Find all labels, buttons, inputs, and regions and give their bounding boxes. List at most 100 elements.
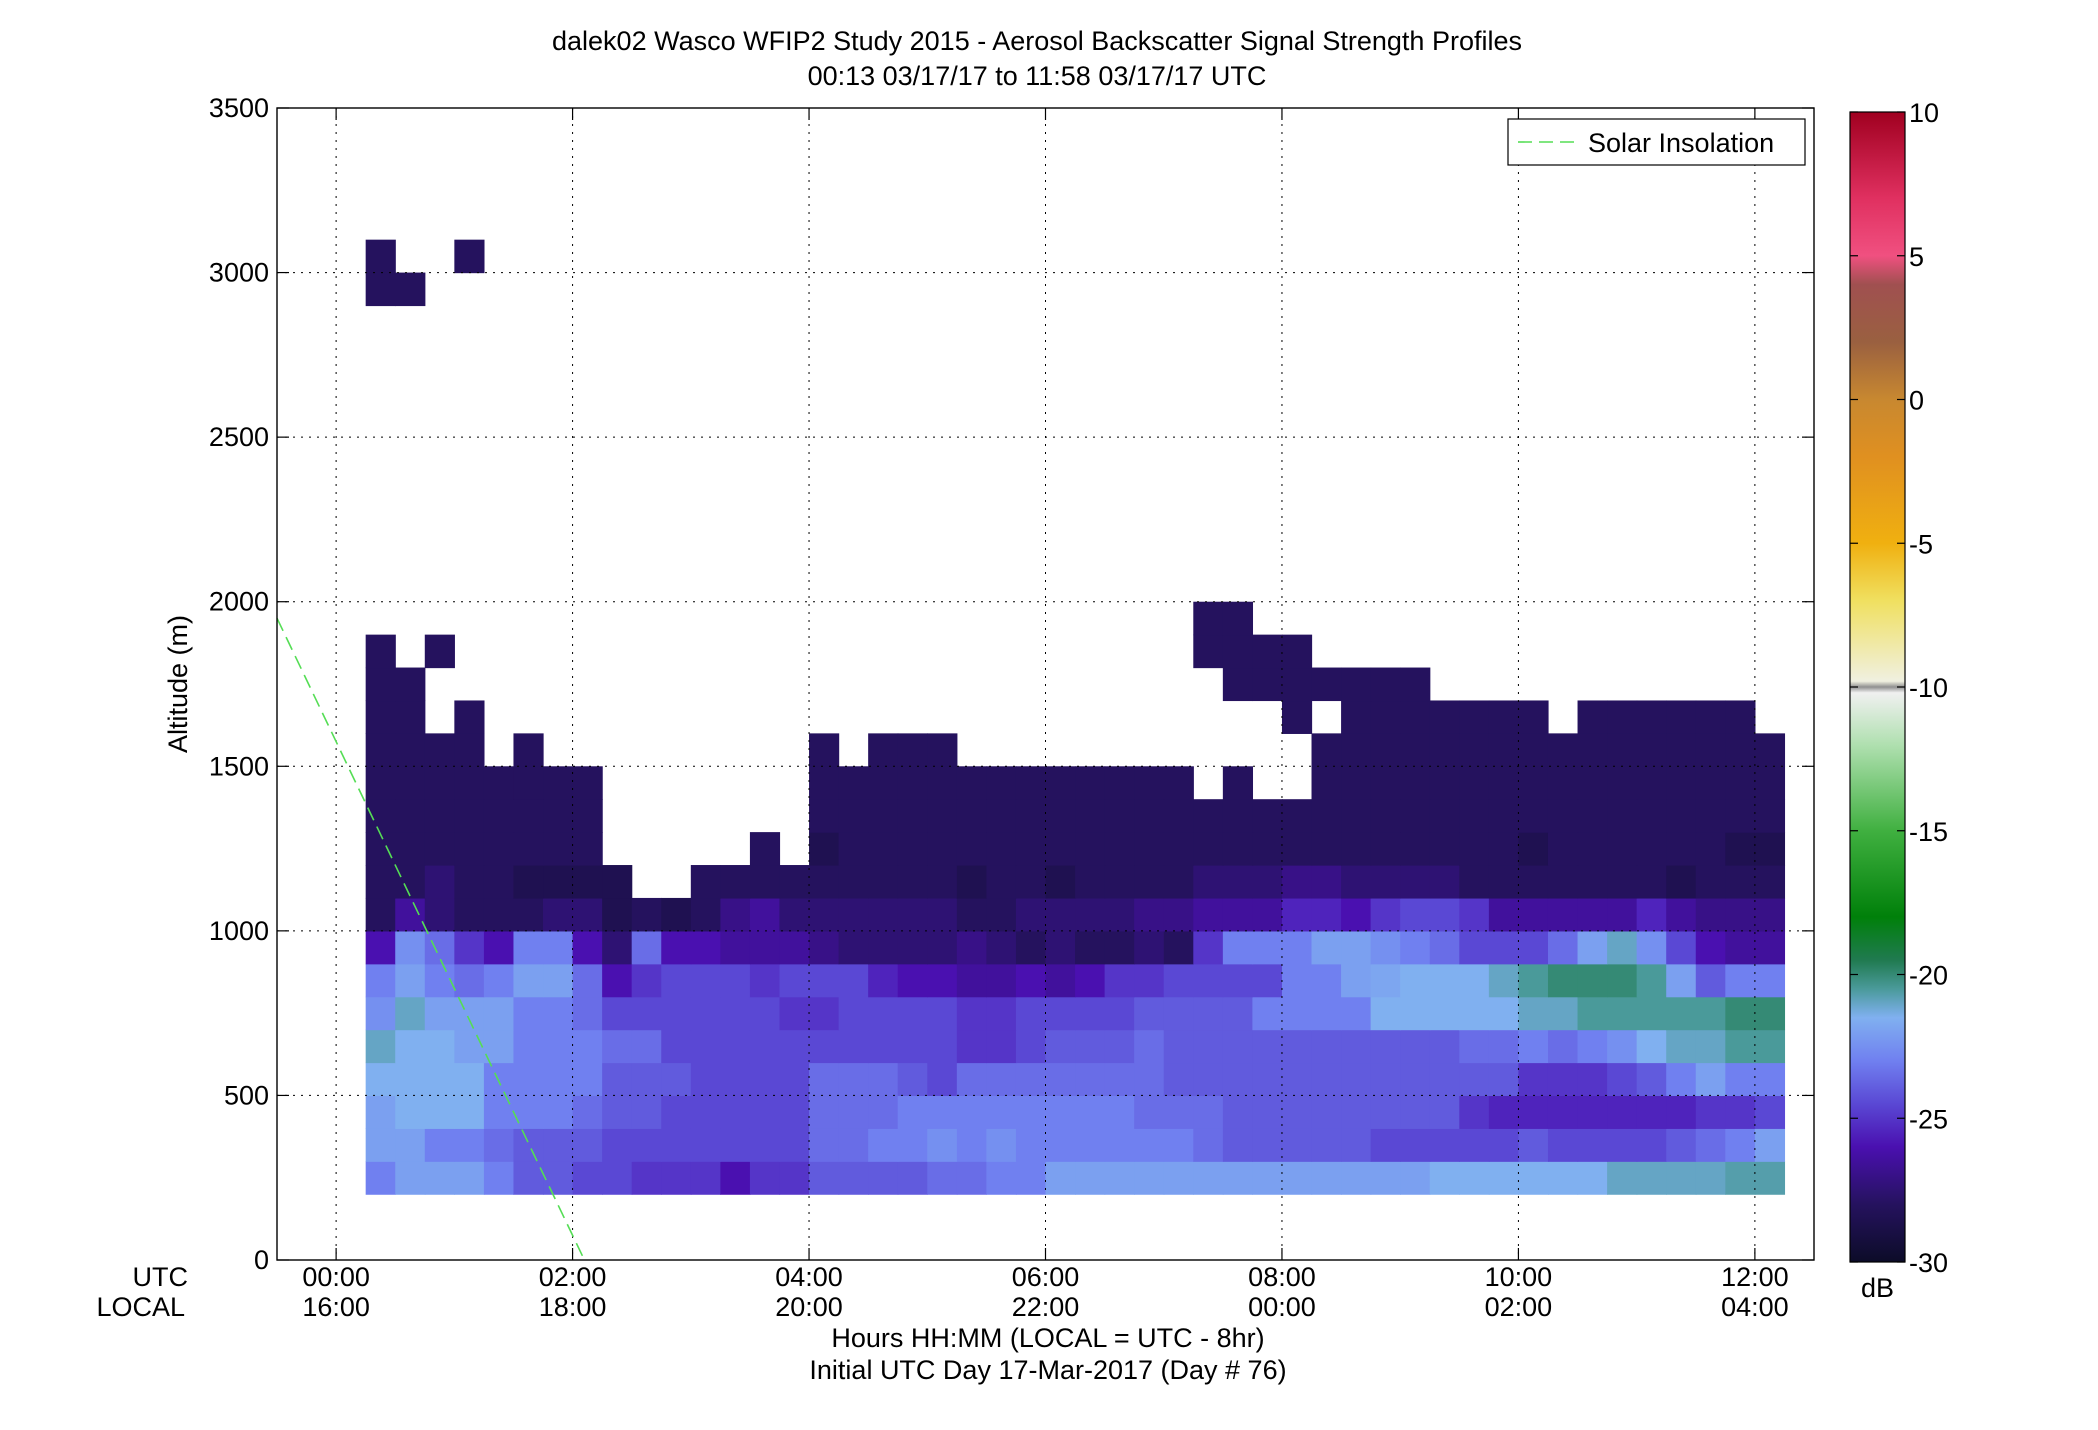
heatmap-cell [956,1029,987,1064]
heatmap-cell [424,733,455,767]
colorbar-gradient [1849,111,1906,1263]
heatmap-cell [1222,1161,1254,1195]
heatmap-cell [749,832,781,866]
heatmap-cell [749,865,781,899]
heatmap-cell [1400,897,1431,932]
colorbar-tick-label: -25 [1909,1104,1948,1134]
heatmap-cell [1754,1062,1786,1097]
heatmap-cell [454,700,485,734]
heatmap-cell [1725,996,1756,1031]
heatmap-cell [1370,1029,1401,1064]
heatmap-cell [1104,963,1135,998]
heatmap-cell [1341,1029,1372,1064]
heatmap-cell [1075,1128,1106,1162]
heatmap-cell [838,1128,869,1162]
heatmap-cell [897,1128,928,1162]
heatmap-cell [1577,766,1608,800]
heatmap-cell [1607,1095,1638,1129]
heatmap-cell [986,1161,1017,1195]
x-tick-label-local: 02:00 [1485,1292,1553,1322]
heatmap-cell [1636,1062,1667,1097]
heatmap-cell [1015,996,1047,1031]
heatmap-cell [1577,963,1608,998]
heatmap-cell [927,766,958,800]
heatmap-cell [1725,1095,1756,1129]
heatmap-cell [1134,1128,1165,1162]
heatmap-cell [927,865,958,899]
heatmap-cell [1370,733,1401,767]
heatmap-cell [365,239,396,307]
heatmap-cell [690,996,721,1031]
x-tick-label-utc: 12:00 [1721,1262,1789,1292]
heatmap-cell [1252,897,1283,932]
colorbar-ticks: 10 5 0 -5 -10 -15 -20 -25 -30 [1850,98,1948,1278]
heatmap-cell [631,1095,662,1129]
heatmap-cell [513,897,544,932]
heatmap-cell [897,963,928,998]
heatmap-cell [1341,733,1372,767]
heatmap-cell [454,1095,485,1129]
heatmap-cell [1666,930,1697,965]
heatmap-cell [1577,996,1608,1031]
y-axis-label: Altitude (m) [163,615,193,753]
heatmap-cell [1607,799,1638,833]
heatmap-cell [1429,1161,1460,1195]
x-tick-label-local: 16:00 [302,1292,370,1322]
heatmap-cell [1429,799,1460,833]
heatmap-cell [1754,799,1786,833]
heatmap-cell [365,1128,396,1162]
heatmap-cell [1488,1095,1520,1129]
heatmap-cell [1518,1161,1549,1195]
heatmap-cell [927,832,958,866]
heatmap-cell [1666,1128,1697,1162]
heatmap-cell [602,963,633,998]
heatmap-cell [661,1062,692,1097]
heatmap-cell [1134,963,1165,998]
heatmap-cell [1370,700,1401,734]
heatmap-cell [1607,963,1638,998]
heatmap-cell [868,930,899,965]
heatmap-cell [1400,799,1431,833]
heatmap-cell [395,700,426,734]
heatmap-cell [956,865,987,899]
heatmap-cell [720,1062,751,1097]
heatmap-cell [1281,1029,1313,1064]
heatmap-cell [1281,996,1313,1031]
heatmap-cell [572,1128,603,1162]
heatmap-cell [483,1095,515,1129]
heatmap-cell [720,1095,751,1129]
heatmap-cell [543,1095,574,1129]
heatmap-cell [1636,766,1667,800]
heatmap-cell [1252,1095,1283,1129]
heatmap-cell [1193,799,1224,833]
heatmap-cell [1400,930,1431,965]
heatmap-cell [868,1095,899,1129]
heatmap-cell [1311,1095,1342,1129]
heatmap-cell [1015,832,1047,866]
heatmap-cell [986,930,1017,965]
heatmap-cell [897,930,928,965]
heatmap-cell [1075,1062,1106,1097]
heatmap-cell [1459,799,1490,833]
heatmap-cell [661,897,692,932]
heatmap-cell [1045,1161,1076,1195]
heatmap-cell [1045,963,1076,998]
legend: Solar Insolation [1507,118,1806,166]
heatmap-cell [1754,832,1786,866]
heatmap-cell [483,865,515,899]
heatmap-cell [1045,930,1076,965]
heatmap-cell [1222,865,1254,899]
heatmap-cell [1636,996,1667,1031]
heatmap-cell [1754,897,1786,932]
x-tick-label-local: 18:00 [539,1292,607,1322]
heatmap-cell [1075,1161,1106,1195]
x-tick-label-utc: 08:00 [1248,1262,1316,1292]
heatmap-cell [513,799,544,833]
heatmap-cell [1193,1095,1224,1129]
heatmap-cell [1754,865,1786,899]
heatmap-cell [1281,700,1313,734]
heatmap-cell [1666,897,1697,932]
heatmap-cell [1607,1161,1638,1195]
heatmap-cell [1045,799,1076,833]
heatmap-cell [1075,832,1106,866]
